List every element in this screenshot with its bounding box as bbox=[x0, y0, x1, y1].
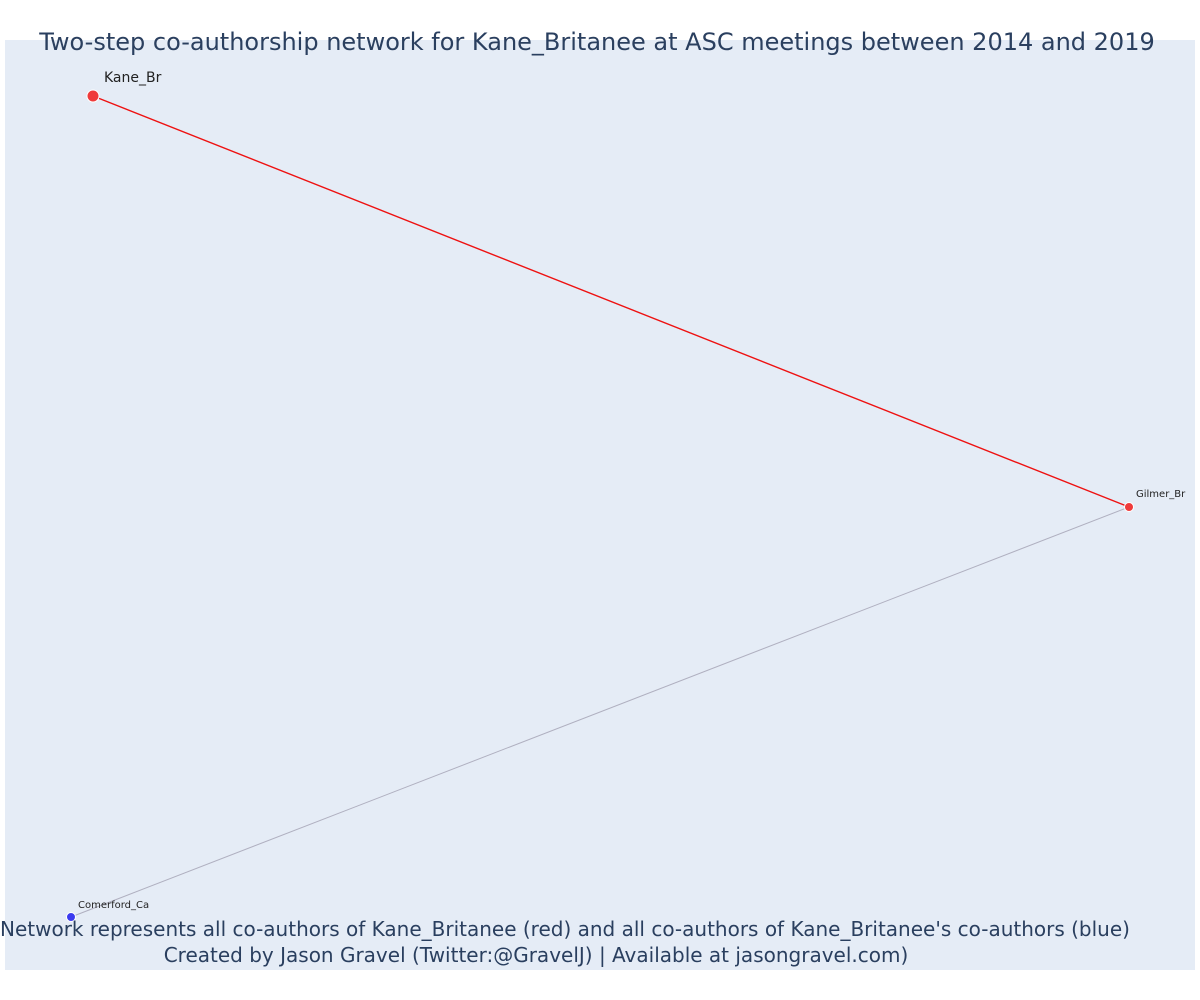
plot-area bbox=[5, 40, 1195, 970]
labels-layer: Kane_Br Gilmer_Br Comerford_Ca bbox=[78, 70, 1186, 911]
edge-gilmer-comerford bbox=[70, 506, 1130, 918]
footer-credit: Created by Jason Gravel (Twitter:@Gravel… bbox=[163, 943, 909, 967]
footer-caption: Network represents all co-authors of Kan… bbox=[0, 917, 1130, 941]
node-label-gilmer: Gilmer_Br bbox=[1136, 489, 1186, 500]
node-kane[interactable] bbox=[86, 89, 100, 103]
node-label-comerford: Comerford_Ca bbox=[78, 900, 149, 911]
nodes-layer bbox=[66, 89, 1134, 922]
chart-title: Two-step co-authorship network for Kane_… bbox=[39, 28, 1155, 56]
node-comerford[interactable] bbox=[66, 912, 76, 922]
node-gilmer[interactable] bbox=[1124, 502, 1134, 512]
edges-layer bbox=[70, 95, 1130, 918]
edge-kane-gilmer bbox=[92, 95, 1130, 508]
node-label-kane: Kane_Br bbox=[104, 70, 162, 86]
